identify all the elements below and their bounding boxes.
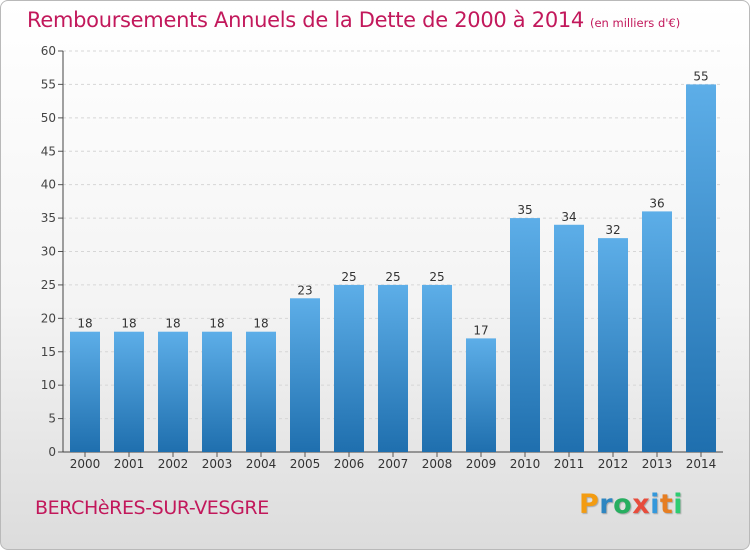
x-tick-label: 2006 bbox=[334, 457, 365, 471]
value-label: 25 bbox=[385, 270, 400, 284]
brand-letter: r bbox=[599, 489, 614, 520]
bar-2013 bbox=[642, 211, 672, 452]
brand-letter: P bbox=[579, 489, 600, 520]
bar-2008 bbox=[422, 284, 452, 452]
y-tick-label: 35 bbox=[41, 211, 56, 225]
value-label: 25 bbox=[429, 270, 444, 284]
x-tick-label: 2011 bbox=[554, 457, 585, 471]
value-label: 32 bbox=[605, 223, 620, 237]
bar-2010 bbox=[510, 218, 540, 452]
bar-2002 bbox=[158, 331, 188, 452]
y-tick-label: 20 bbox=[41, 311, 56, 325]
value-label: 35 bbox=[517, 203, 532, 217]
y-tick-label: 10 bbox=[41, 378, 56, 392]
proxiti-logo: Proxiti bbox=[579, 489, 683, 520]
bar-2005 bbox=[290, 298, 320, 452]
bar-2003 bbox=[202, 331, 232, 452]
x-tick-label: 2012 bbox=[598, 457, 629, 471]
bar-2014 bbox=[686, 84, 716, 453]
y-tick-label: 25 bbox=[41, 278, 56, 292]
x-tick-label: 2010 bbox=[510, 457, 541, 471]
bar-2000 bbox=[70, 331, 100, 452]
x-tick-label: 2001 bbox=[114, 457, 145, 471]
brand-letter: i bbox=[650, 489, 660, 520]
value-label: 23 bbox=[297, 283, 312, 297]
value-label: 34 bbox=[561, 210, 576, 224]
x-tick-label: 2005 bbox=[290, 457, 321, 471]
y-tick-label: 5 bbox=[48, 412, 56, 426]
y-tick-label: 50 bbox=[41, 111, 56, 125]
value-label: 18 bbox=[121, 317, 136, 331]
x-tick-label: 2004 bbox=[246, 457, 277, 471]
x-tick-label: 2008 bbox=[422, 457, 453, 471]
value-label: 18 bbox=[165, 317, 180, 331]
chart-title: Remboursements Annuels de la Dette de 20… bbox=[27, 8, 584, 32]
value-label: 36 bbox=[649, 196, 664, 210]
x-tick-label: 2000 bbox=[70, 457, 101, 471]
unit-note: (en milliers d'€) bbox=[590, 16, 681, 30]
bar-2001 bbox=[114, 331, 144, 452]
city-name: BERCHèRES-SUR-VESGRE bbox=[35, 497, 269, 519]
bar-2006 bbox=[334, 284, 364, 452]
value-label: 17 bbox=[473, 323, 488, 337]
y-tick-label: 0 bbox=[48, 445, 56, 459]
bar-2004 bbox=[246, 331, 276, 452]
brand-letter: t bbox=[659, 489, 674, 520]
value-label: 18 bbox=[209, 317, 224, 331]
x-tick-label: 2014 bbox=[686, 457, 717, 471]
y-tick-label: 15 bbox=[41, 345, 56, 359]
brand-letter: i bbox=[673, 489, 684, 520]
value-label: 25 bbox=[341, 270, 356, 284]
brand-letter: o bbox=[613, 489, 633, 520]
value-label: 18 bbox=[253, 317, 268, 331]
bar-2012 bbox=[598, 238, 628, 452]
bar-2009 bbox=[466, 338, 496, 452]
bar-2007 bbox=[378, 284, 408, 452]
value-label: 18 bbox=[77, 317, 92, 331]
chart-title-line: Remboursements Annuels de la Dette de 20… bbox=[27, 8, 680, 32]
x-tick-label: 2009 bbox=[466, 457, 497, 471]
y-tick-label: 55 bbox=[41, 77, 56, 91]
y-tick-label: 30 bbox=[41, 245, 56, 259]
bar-2011 bbox=[554, 224, 584, 452]
brand-letter: x bbox=[632, 489, 651, 520]
y-tick-label: 40 bbox=[41, 178, 56, 192]
y-tick-label: 60 bbox=[41, 44, 56, 58]
value-label: 55 bbox=[693, 69, 708, 83]
x-tick-label: 2007 bbox=[378, 457, 409, 471]
x-tick-label: 2013 bbox=[642, 457, 673, 471]
x-tick-label: 2003 bbox=[202, 457, 233, 471]
y-tick-label: 45 bbox=[41, 144, 56, 158]
x-tick-label: 2002 bbox=[158, 457, 189, 471]
